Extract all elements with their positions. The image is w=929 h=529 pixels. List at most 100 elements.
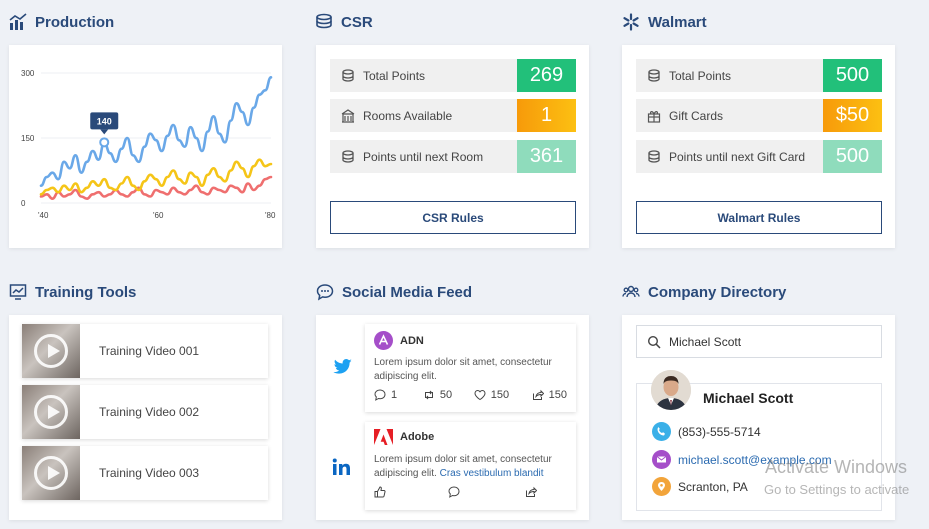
tooltip-box xyxy=(90,112,119,130)
post-author: Adobe xyxy=(400,431,435,443)
video-thumbnail xyxy=(22,324,80,378)
retweet-icon xyxy=(424,390,433,400)
series-line xyxy=(39,158,273,196)
contact-location: Scranton, PA xyxy=(678,479,748,494)
like-button[interactable]: 150 xyxy=(474,389,528,401)
contact-location-line: Scranton, PA xyxy=(652,477,748,496)
walmart-total-points-label: Total Points xyxy=(669,68,732,83)
csr-rules-button[interactable]: CSR Rules xyxy=(330,201,576,234)
comment-button[interactable]: 1 xyxy=(374,389,419,401)
walmart-gift-cards-row: Gift Cards $50 xyxy=(636,99,882,132)
avatar xyxy=(651,370,691,410)
production-title-text: Production xyxy=(35,13,115,31)
users-icon xyxy=(622,285,640,298)
post-text: Lorem ipsum dolor sit amet, consectetur … xyxy=(365,445,576,481)
social-post-twitter: ADN Lorem ipsum dolor sit amet, consecte… xyxy=(365,324,576,412)
video-thumbnail xyxy=(22,385,80,439)
csr-next-room-row: Points until next Room 361 xyxy=(330,140,576,173)
search-icon xyxy=(647,335,661,349)
directory-title: Company Directory xyxy=(622,283,786,301)
coins-icon xyxy=(342,68,354,82)
training-video-item[interactable]: Training Video 003 xyxy=(22,446,268,500)
share-count: 150 xyxy=(548,389,567,401)
series-line xyxy=(39,175,273,200)
comment-icon xyxy=(448,486,460,498)
csr-title: CSR xyxy=(315,13,373,31)
data-point xyxy=(99,137,110,148)
csr-title-text: CSR xyxy=(341,13,373,31)
thumbs-up-icon xyxy=(374,486,386,498)
post-link[interactable]: Cras vestibulum blandit xyxy=(439,468,544,479)
contact-phone[interactable]: (853)-555-5714 xyxy=(678,424,761,439)
x-tick-label: '60 xyxy=(153,211,164,220)
csr-total-points-label: Total Points xyxy=(363,68,426,83)
activate-windows-watermark: Activate Windows xyxy=(765,457,908,477)
social-title: Social Media Feed xyxy=(316,283,472,301)
play-icon xyxy=(34,395,68,429)
series-line xyxy=(39,76,273,187)
training-video-item[interactable]: Training Video 002 xyxy=(22,385,268,439)
chart-board-icon xyxy=(9,284,27,300)
share-icon xyxy=(532,389,544,400)
y-tick-label: 0 xyxy=(21,199,26,208)
comment-count: 1 xyxy=(391,389,398,401)
walmart-next-gift-row: Points until next Gift Card 500 xyxy=(636,140,882,173)
share-button[interactable] xyxy=(525,486,537,498)
training-video-item[interactable]: Training Video 001 xyxy=(22,324,268,378)
share-button[interactable]: 150 xyxy=(532,389,567,401)
csr-total-points-row: Total Points 269 xyxy=(330,59,576,92)
coins-icon xyxy=(648,68,660,82)
post-text: Lorem ipsum dolor sit amet, consectetur … xyxy=(374,357,552,382)
tooltip-arrow xyxy=(100,129,109,135)
coins-icon xyxy=(316,13,332,29)
x-tick-label: '40 xyxy=(38,211,49,220)
contact-card: Michael Scott (853)-555-5714 michael.sco… xyxy=(636,370,882,511)
social-post-linkedin: Adobe Lorem ipsum dolor sit amet, consec… xyxy=(365,422,576,510)
bar-chart-icon xyxy=(9,13,27,30)
social-card: ADN Lorem ipsum dolor sit amet, consecte… xyxy=(316,315,589,520)
walmart-next-gift-label: Points until next Gift Card xyxy=(669,149,806,164)
y-tick-label: 300 xyxy=(21,69,35,78)
walmart-card: Total Points 500 Gift Cards $50 Points u… xyxy=(622,45,895,248)
search-input[interactable] xyxy=(669,334,869,349)
walmart-next-gift-value: 500 xyxy=(823,140,882,173)
contact-email[interactable]: michael.scott@example.com xyxy=(678,452,832,467)
video-title: Training Video 002 xyxy=(99,405,200,419)
coins-icon xyxy=(648,149,660,163)
walmart-rules-button[interactable]: Walmart Rules xyxy=(636,201,882,234)
csr-card: Total Points 269 Rooms Available 1 Point… xyxy=(316,45,589,248)
directory-search xyxy=(636,325,882,358)
directory-card: Michael Scott (853)-555-5714 michael.sco… xyxy=(622,315,895,520)
post-text-content: Lorem ipsum dolor sit amet, consectetur … xyxy=(374,454,552,479)
training-title-text: Training Tools xyxy=(35,283,137,301)
production-chart-card: 0 150 300 '40 '60 '80 140 xyxy=(9,45,282,248)
training-card: Training Video 001 Training Video 002 Tr… xyxy=(9,315,282,520)
location-pin-icon xyxy=(652,477,671,496)
contact-phone-line: (853)-555-5714 xyxy=(652,422,761,441)
share-icon xyxy=(526,486,537,497)
adobe-logo-icon xyxy=(374,429,393,445)
play-icon xyxy=(34,334,68,368)
production-title: Production xyxy=(9,13,114,31)
like-button[interactable] xyxy=(374,486,444,498)
chat-bubble-icon xyxy=(316,284,334,301)
like-count: 150 xyxy=(490,389,510,401)
walmart-spark-icon xyxy=(623,13,639,31)
walmart-total-points-row: Total Points 500 xyxy=(636,59,882,92)
twitter-icon[interactable] xyxy=(333,359,353,375)
contact-email-line: michael.scott@example.com xyxy=(652,450,832,469)
x-tick-label: '80 xyxy=(265,211,276,220)
retweet-button[interactable]: 50 xyxy=(423,389,470,401)
walmart-total-points-value: 500 xyxy=(823,59,882,92)
walmart-title: Walmart xyxy=(622,13,707,31)
training-title: Training Tools xyxy=(9,283,136,301)
building-icon xyxy=(341,108,355,123)
gift-icon xyxy=(647,110,661,123)
csr-rooms-value: 1 xyxy=(517,99,576,132)
video-thumbnail xyxy=(22,446,80,500)
video-title: Training Video 001 xyxy=(99,344,200,358)
comment-button[interactable] xyxy=(448,486,521,498)
social-title-text: Social Media Feed xyxy=(342,283,473,301)
linkedin-icon[interactable] xyxy=(332,458,352,476)
contact-name: Michael Scott xyxy=(703,390,794,406)
